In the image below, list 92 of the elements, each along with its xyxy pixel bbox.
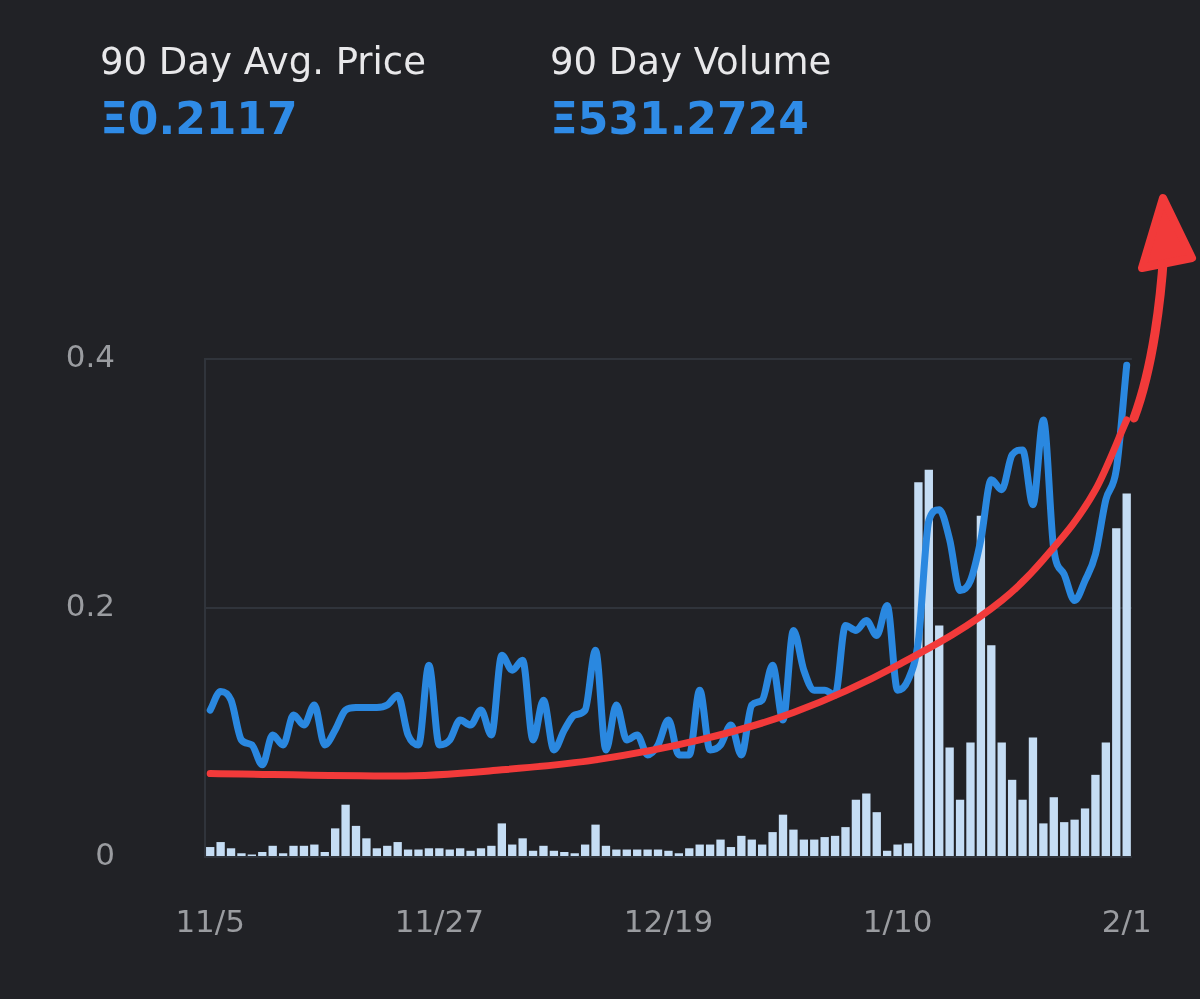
bar bbox=[664, 850, 673, 856]
bar bbox=[799, 839, 808, 856]
bar bbox=[310, 844, 319, 856]
bar bbox=[987, 645, 996, 856]
bar bbox=[955, 799, 965, 856]
bar bbox=[539, 845, 548, 856]
bar bbox=[882, 850, 892, 856]
bar bbox=[1101, 742, 1111, 856]
text: 90 Day Volume bbox=[550, 40, 832, 83]
bar bbox=[726, 847, 736, 856]
bar bbox=[872, 812, 881, 856]
bar bbox=[893, 844, 902, 856]
bar bbox=[1028, 737, 1038, 856]
bar bbox=[1080, 808, 1090, 856]
bar bbox=[1049, 797, 1058, 856]
bar bbox=[549, 850, 559, 856]
bar bbox=[1091, 774, 1100, 856]
bar bbox=[226, 848, 236, 856]
bar bbox=[580, 844, 590, 856]
bar bbox=[570, 853, 579, 856]
bar bbox=[591, 824, 600, 856]
bar bbox=[789, 829, 798, 856]
bar bbox=[612, 849, 621, 856]
bar bbox=[716, 839, 725, 856]
bar bbox=[997, 742, 1006, 856]
bar bbox=[966, 742, 975, 856]
bar bbox=[810, 839, 819, 856]
x-tick-label: 12/19 bbox=[623, 902, 714, 939]
bar bbox=[1039, 823, 1048, 856]
bar bbox=[705, 844, 715, 856]
bar bbox=[747, 839, 756, 856]
text: 90 Day Avg. Price bbox=[100, 40, 426, 83]
bar bbox=[1070, 819, 1079, 856]
x-tick-label: 2/1 bbox=[1101, 902, 1152, 939]
bar bbox=[830, 835, 840, 856]
bar bbox=[862, 793, 871, 856]
bar bbox=[674, 853, 684, 856]
text: Ξ531.2724 bbox=[550, 93, 810, 144]
bar bbox=[903, 843, 913, 856]
bar bbox=[841, 827, 850, 856]
bar bbox=[414, 849, 423, 856]
bar bbox=[216, 842, 225, 856]
bar bbox=[518, 838, 527, 856]
bar bbox=[372, 848, 382, 856]
bar bbox=[331, 828, 340, 856]
bar bbox=[476, 848, 486, 856]
bar bbox=[695, 844, 704, 856]
bar bbox=[758, 844, 767, 856]
bar bbox=[768, 832, 777, 856]
bar bbox=[341, 804, 350, 856]
bar bbox=[237, 853, 246, 856]
bar bbox=[1007, 779, 1017, 856]
bar bbox=[1060, 822, 1069, 856]
bar bbox=[435, 848, 444, 856]
bar bbox=[528, 850, 538, 856]
bar bbox=[258, 852, 267, 856]
bar bbox=[289, 845, 298, 856]
bar bbox=[945, 747, 954, 856]
bar bbox=[737, 835, 746, 856]
bar bbox=[560, 852, 569, 856]
bar bbox=[778, 814, 788, 856]
bar bbox=[383, 845, 392, 856]
bar bbox=[455, 848, 465, 856]
bar bbox=[393, 842, 402, 856]
bar bbox=[1018, 799, 1027, 856]
bar bbox=[497, 823, 506, 856]
bar bbox=[820, 837, 829, 856]
bar bbox=[1112, 528, 1121, 856]
bar bbox=[643, 849, 652, 856]
y-tick-label: 0 bbox=[95, 836, 115, 873]
bar bbox=[685, 848, 694, 856]
bar bbox=[466, 850, 475, 856]
bar bbox=[1122, 493, 1131, 856]
y-tick-label: 0.4 bbox=[65, 338, 115, 375]
bar bbox=[351, 825, 361, 856]
bar bbox=[424, 848, 434, 856]
bar bbox=[487, 845, 496, 856]
x-tick-label: 11/5 bbox=[175, 902, 246, 939]
x-tick-label: 1/10 bbox=[862, 902, 933, 939]
bar bbox=[362, 838, 371, 856]
bar bbox=[278, 853, 288, 856]
bar bbox=[299, 845, 309, 856]
bar bbox=[851, 799, 861, 856]
bar bbox=[206, 847, 215, 856]
bar bbox=[508, 844, 517, 856]
bar bbox=[935, 625, 944, 856]
y-tick-label: 0.2 bbox=[65, 587, 115, 624]
bar bbox=[601, 845, 611, 856]
x-tick-label: 11/27 bbox=[394, 902, 484, 939]
bar bbox=[320, 852, 329, 856]
bar bbox=[268, 845, 277, 856]
text: Ξ0.2117 bbox=[100, 93, 299, 144]
